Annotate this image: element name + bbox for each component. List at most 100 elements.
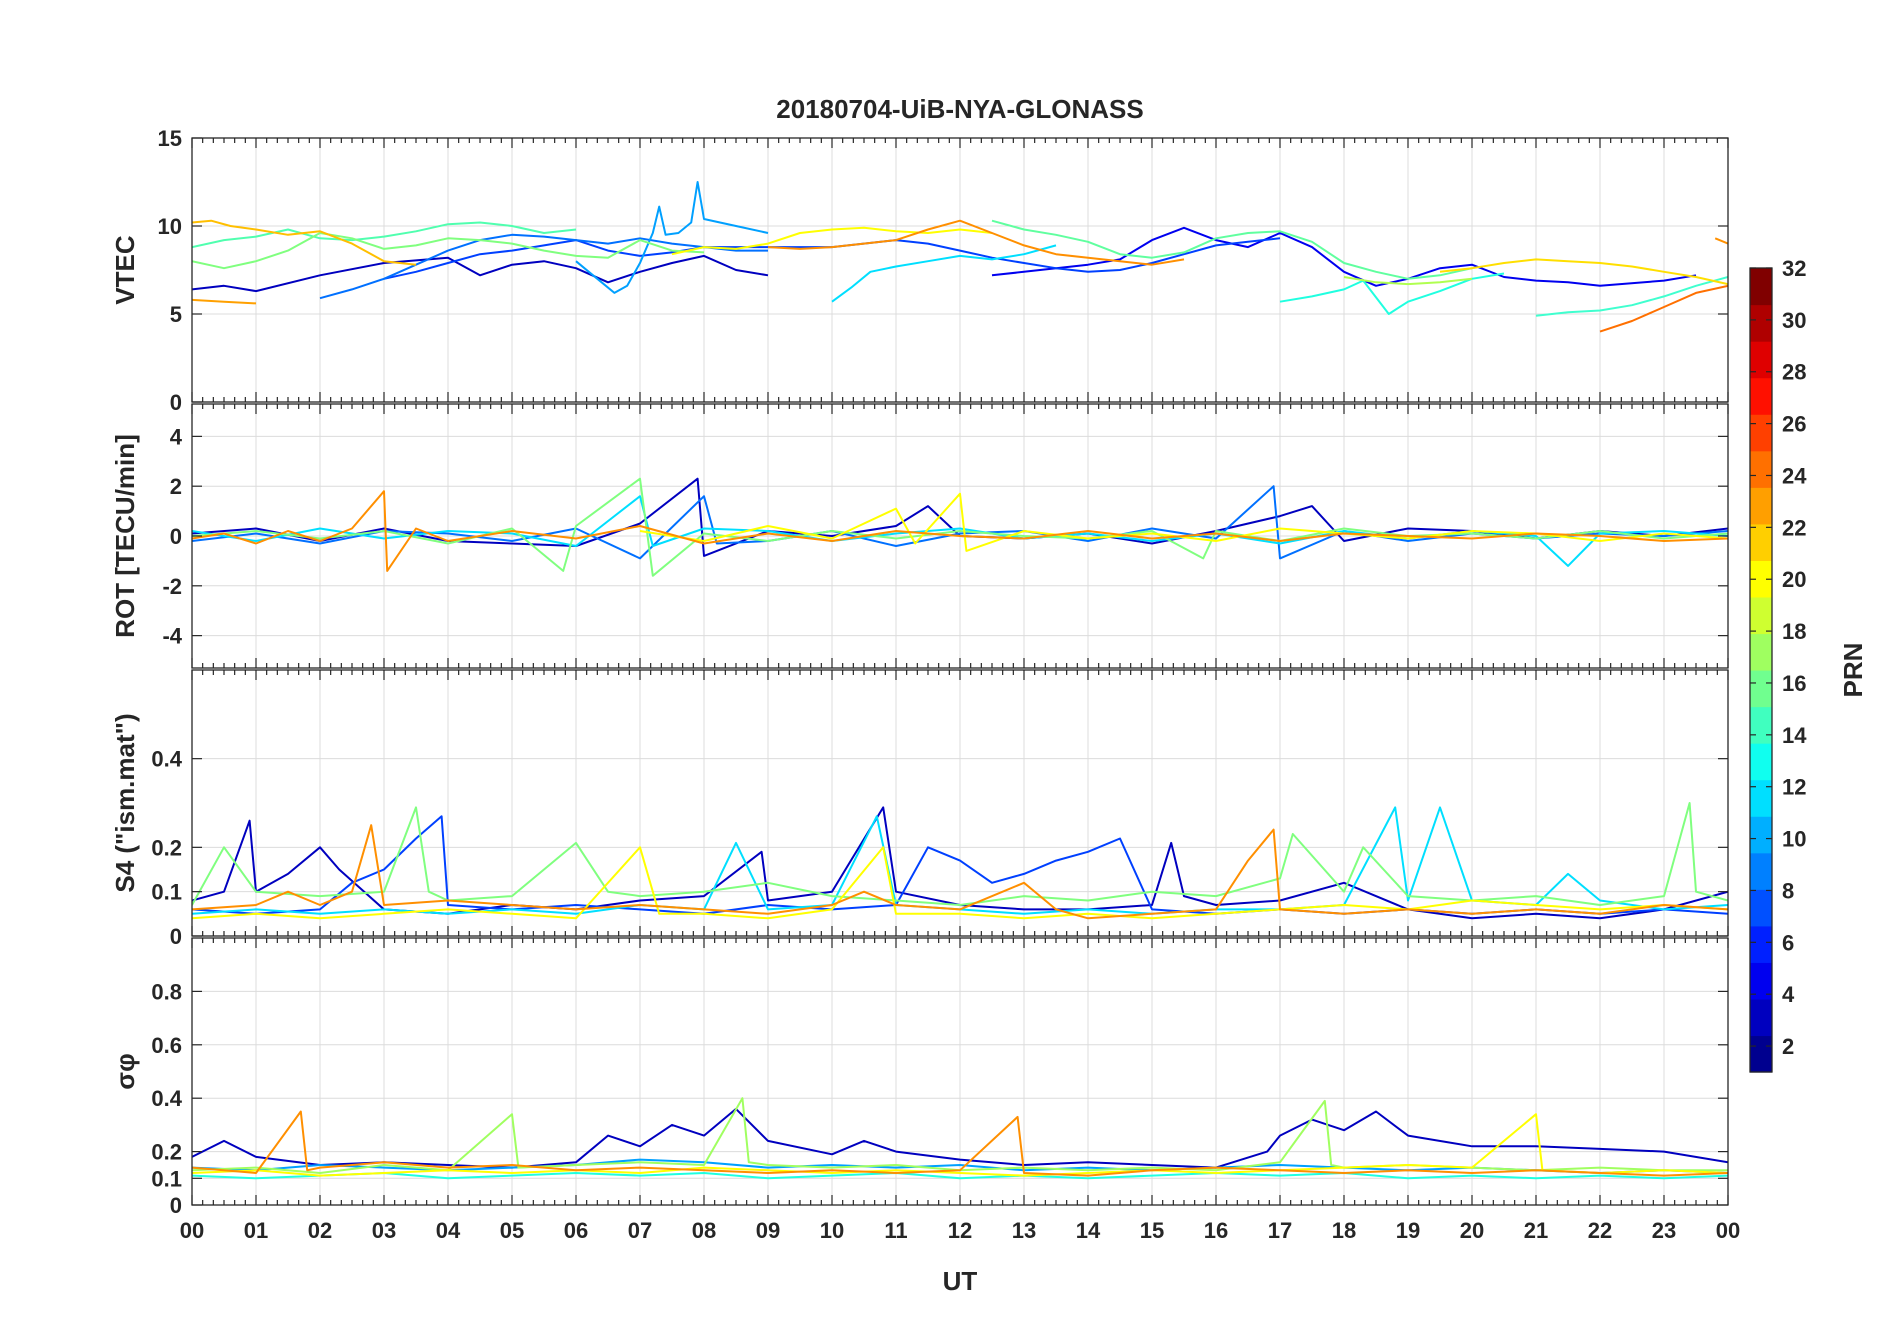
y-tick-label: 5 [170, 302, 182, 327]
colorbar-tick-label: 16 [1782, 671, 1806, 696]
x-axis-label: UT [943, 1266, 978, 1296]
colorbar-tick-label: 4 [1782, 982, 1795, 1007]
series-line-prn-16 [192, 232, 705, 270]
x-tick-label: 09 [756, 1218, 780, 1243]
y-tick-label: 0.2 [151, 835, 182, 860]
colorbar-segment [1750, 925, 1772, 963]
colorbar-tick-label: 14 [1782, 723, 1807, 748]
y-axis-label: VTEC [110, 235, 140, 305]
colorbar-tick-label: 18 [1782, 619, 1806, 644]
colorbar-tick-label: 6 [1782, 930, 1794, 955]
series-line-prn-16 [192, 802, 1728, 906]
series-line-prn-6 [192, 485, 1728, 560]
x-tick-label: 04 [436, 1218, 461, 1243]
colorbar-segment [1750, 450, 1772, 488]
colorbar-tick-label: 12 [1782, 775, 1806, 800]
x-tick-label: 13 [1012, 1218, 1036, 1243]
colorbar-label: PRN [1838, 643, 1868, 698]
y-tick-label: 0 [170, 924, 182, 949]
y-tick-label: -4 [162, 624, 182, 649]
y-tick-label: 0 [170, 390, 182, 415]
series-line-prn-26 [1714, 237, 1728, 245]
panel-2: -4 -2 0 2 4 ROT [TECU/min] [110, 403, 1729, 669]
y-axis-label: S4 ("ism.mat") [110, 713, 140, 892]
x-tick-label: 17 [1268, 1218, 1292, 1243]
colorbar-segment [1750, 523, 1772, 561]
x-tick-label: 00 [1716, 1218, 1740, 1243]
colorbar-tick-label: 22 [1782, 515, 1806, 540]
colorbar-tick-label: 24 [1782, 463, 1807, 488]
x-tick-label: 23 [1652, 1218, 1676, 1243]
colorbar-segment [1750, 852, 1772, 890]
y-tick-label: 2 [170, 474, 182, 499]
colorbar-segment [1750, 889, 1772, 927]
panel-1: 0 5 10 15 VTEC [110, 126, 1729, 415]
x-tick-label: 08 [692, 1218, 716, 1243]
colorbar-segment [1750, 633, 1772, 671]
x-tick-label: 06 [564, 1218, 588, 1243]
series-line-prn-20 [192, 1113, 1728, 1177]
colorbar-segment [1750, 1035, 1772, 1073]
colorbar-tick-label: 26 [1782, 412, 1806, 437]
colorbar-segment [1750, 414, 1772, 452]
panel-4: 00.10.2 0.4 0.6 0.8 σφ [110, 937, 1729, 1218]
series-group [192, 181, 1728, 333]
x-tick-label: 03 [372, 1218, 396, 1243]
y-tick-label: 4 [170, 424, 183, 449]
x-tick-label: 12 [948, 1218, 972, 1243]
series-line-prn-12 [1279, 272, 1505, 315]
colorbar-tick-label: 30 [1782, 308, 1806, 333]
x-tick-label: 16 [1204, 1218, 1228, 1243]
x-tick-label: 18 [1332, 1218, 1356, 1243]
colorbar-segment [1750, 377, 1772, 415]
colorbar-segment [1750, 304, 1772, 342]
y-axis-label: ROT [TECU/min] [110, 434, 140, 638]
colorbar-segment [1750, 962, 1772, 1000]
series-group [192, 477, 1728, 577]
series-line-prn-14 [192, 221, 577, 249]
series-line-prn-8 [575, 181, 769, 294]
series-group [192, 802, 1728, 920]
x-tick-label: 19 [1396, 1218, 1420, 1243]
colorbar-tick-label: 28 [1782, 360, 1806, 385]
x-tick-label: 15 [1140, 1218, 1164, 1243]
colorbar-segment [1750, 596, 1772, 635]
chart-title: 20180704-UiB-NYA-GLONASS [776, 94, 1144, 124]
series-line-prn-24 [192, 490, 1728, 572]
y-axis-label: σφ [110, 1053, 140, 1089]
series-line-prn-18 [1343, 276, 1473, 286]
series-line-prn-2 [192, 806, 1728, 920]
series-line-prn-13 [1535, 276, 1728, 317]
x-tick-label: 14 [1076, 1218, 1101, 1243]
colorbar-segment [1750, 816, 1772, 854]
x-tick-label: 20 [1460, 1218, 1484, 1243]
x-tick-label: 22 [1588, 1218, 1612, 1243]
series-line-prn-24 [192, 824, 1728, 920]
series-line-prn-21 [1439, 258, 1728, 286]
colorbar-segment [1750, 779, 1772, 817]
series-line-prn-12 [192, 1172, 1728, 1180]
y-tick-label: 0.6 [151, 1033, 182, 1058]
colorbar-segment [1750, 743, 1772, 781]
y-tick-label: 0 [170, 524, 182, 549]
colorbar-tick-label: 8 [1782, 878, 1794, 903]
y-tick-label: 0.2 [151, 1140, 182, 1165]
y-tick-label: 0.4 [151, 747, 182, 772]
series-line-prn-2 [192, 477, 1728, 557]
series-line-prn-20 [671, 226, 993, 256]
x-tick-label: 00 [180, 1218, 204, 1243]
x-tick-label: 21 [1524, 1218, 1548, 1243]
colorbar-tick-label: 10 [1782, 827, 1806, 852]
series-line-prn-20 [639, 492, 1728, 552]
panel-3: 0 0.1 0.2 0.4 S4 ("ism.mat") [110, 669, 1729, 949]
colorbar-segment [1750, 341, 1772, 379]
y-tick-label: 0 [170, 1193, 182, 1218]
x-tick-label: 07 [628, 1218, 652, 1243]
y-tick-label: 0.4 [151, 1086, 182, 1111]
colorbar-segment [1750, 998, 1772, 1037]
colorbar-segment [1750, 560, 1772, 598]
y-tick-label: 0.1 [151, 880, 182, 905]
colorbar-segment [1750, 670, 1772, 708]
